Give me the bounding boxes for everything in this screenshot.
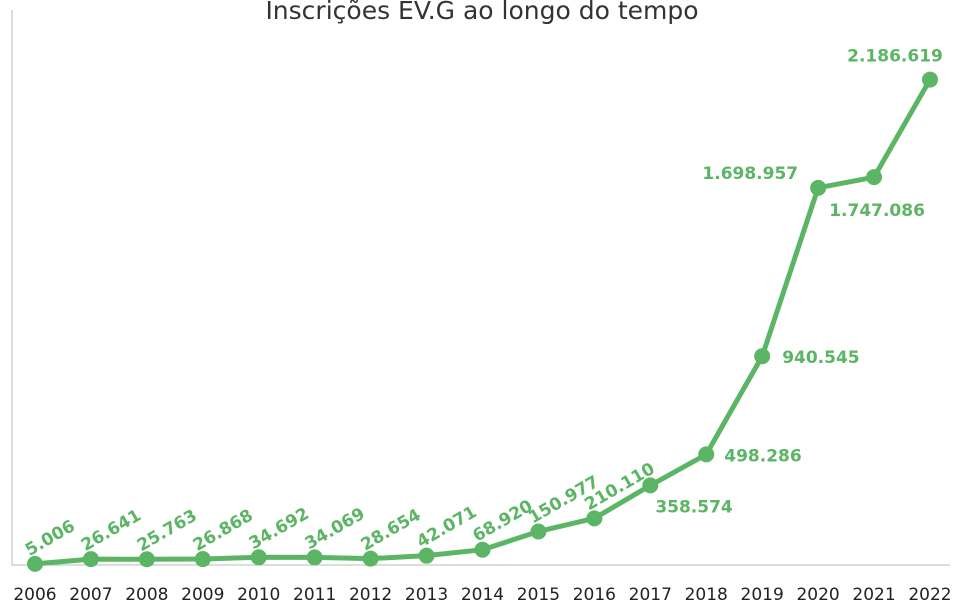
line [34,78,933,567]
point [642,477,659,494]
x-tick-label: 2021 [852,585,895,605]
point [922,71,938,88]
x-tick-label: 2013 [405,585,448,605]
data-label: 34.692 [246,504,313,554]
data-label: 1.698.957 [702,164,798,184]
point [698,446,715,463]
x-tick-label: 2020 [796,585,839,605]
chart-title: Inscrições EV.G ao longo do tempo [265,0,698,25]
data-label: 68.920 [470,496,537,546]
x-tick-label: 2011 [293,585,336,605]
point [138,551,155,568]
point [754,348,771,365]
data-label: 498.286 [724,446,801,466]
x-tick-label: 2014 [461,585,504,605]
x-tick-label: 2008 [125,585,168,605]
data-label: 2.186.619 [847,47,943,67]
data-label: 28.654 [358,505,425,555]
point [82,551,99,568]
point [418,547,435,564]
point [306,549,323,566]
x-tick-label: 2016 [573,585,616,605]
data-label: 1.747.086 [829,201,925,221]
point [530,523,547,540]
data-label: 940.545 [782,348,859,368]
x-tick-label: 2007 [69,585,112,605]
data-label: 5.006 [22,516,79,560]
x-tick-label: 2017 [629,585,672,605]
point [27,555,43,572]
x-tick-label: 2012 [349,585,392,605]
point [362,550,379,567]
point [810,179,827,196]
point [250,549,267,566]
data-label: 358.574 [655,497,733,517]
x-tick-label: 2018 [685,585,728,605]
point [586,510,603,527]
data-label: 34.069 [302,504,369,554]
x-tick-label: 2019 [741,585,784,605]
data-label: 25.763 [134,506,201,556]
x-tick-label: 2006 [13,585,56,605]
data-label: 26.868 [190,506,257,556]
x-tick-label: 2010 [237,585,280,605]
point [866,169,883,186]
point [474,541,491,558]
x-tick-label: 2015 [517,585,560,605]
point [194,551,211,568]
data-label: 42.071 [414,502,481,552]
x-tick-label: 2009 [181,585,224,605]
x-tick-label: 2022 [908,585,951,605]
data-label: 26.641 [78,506,145,556]
